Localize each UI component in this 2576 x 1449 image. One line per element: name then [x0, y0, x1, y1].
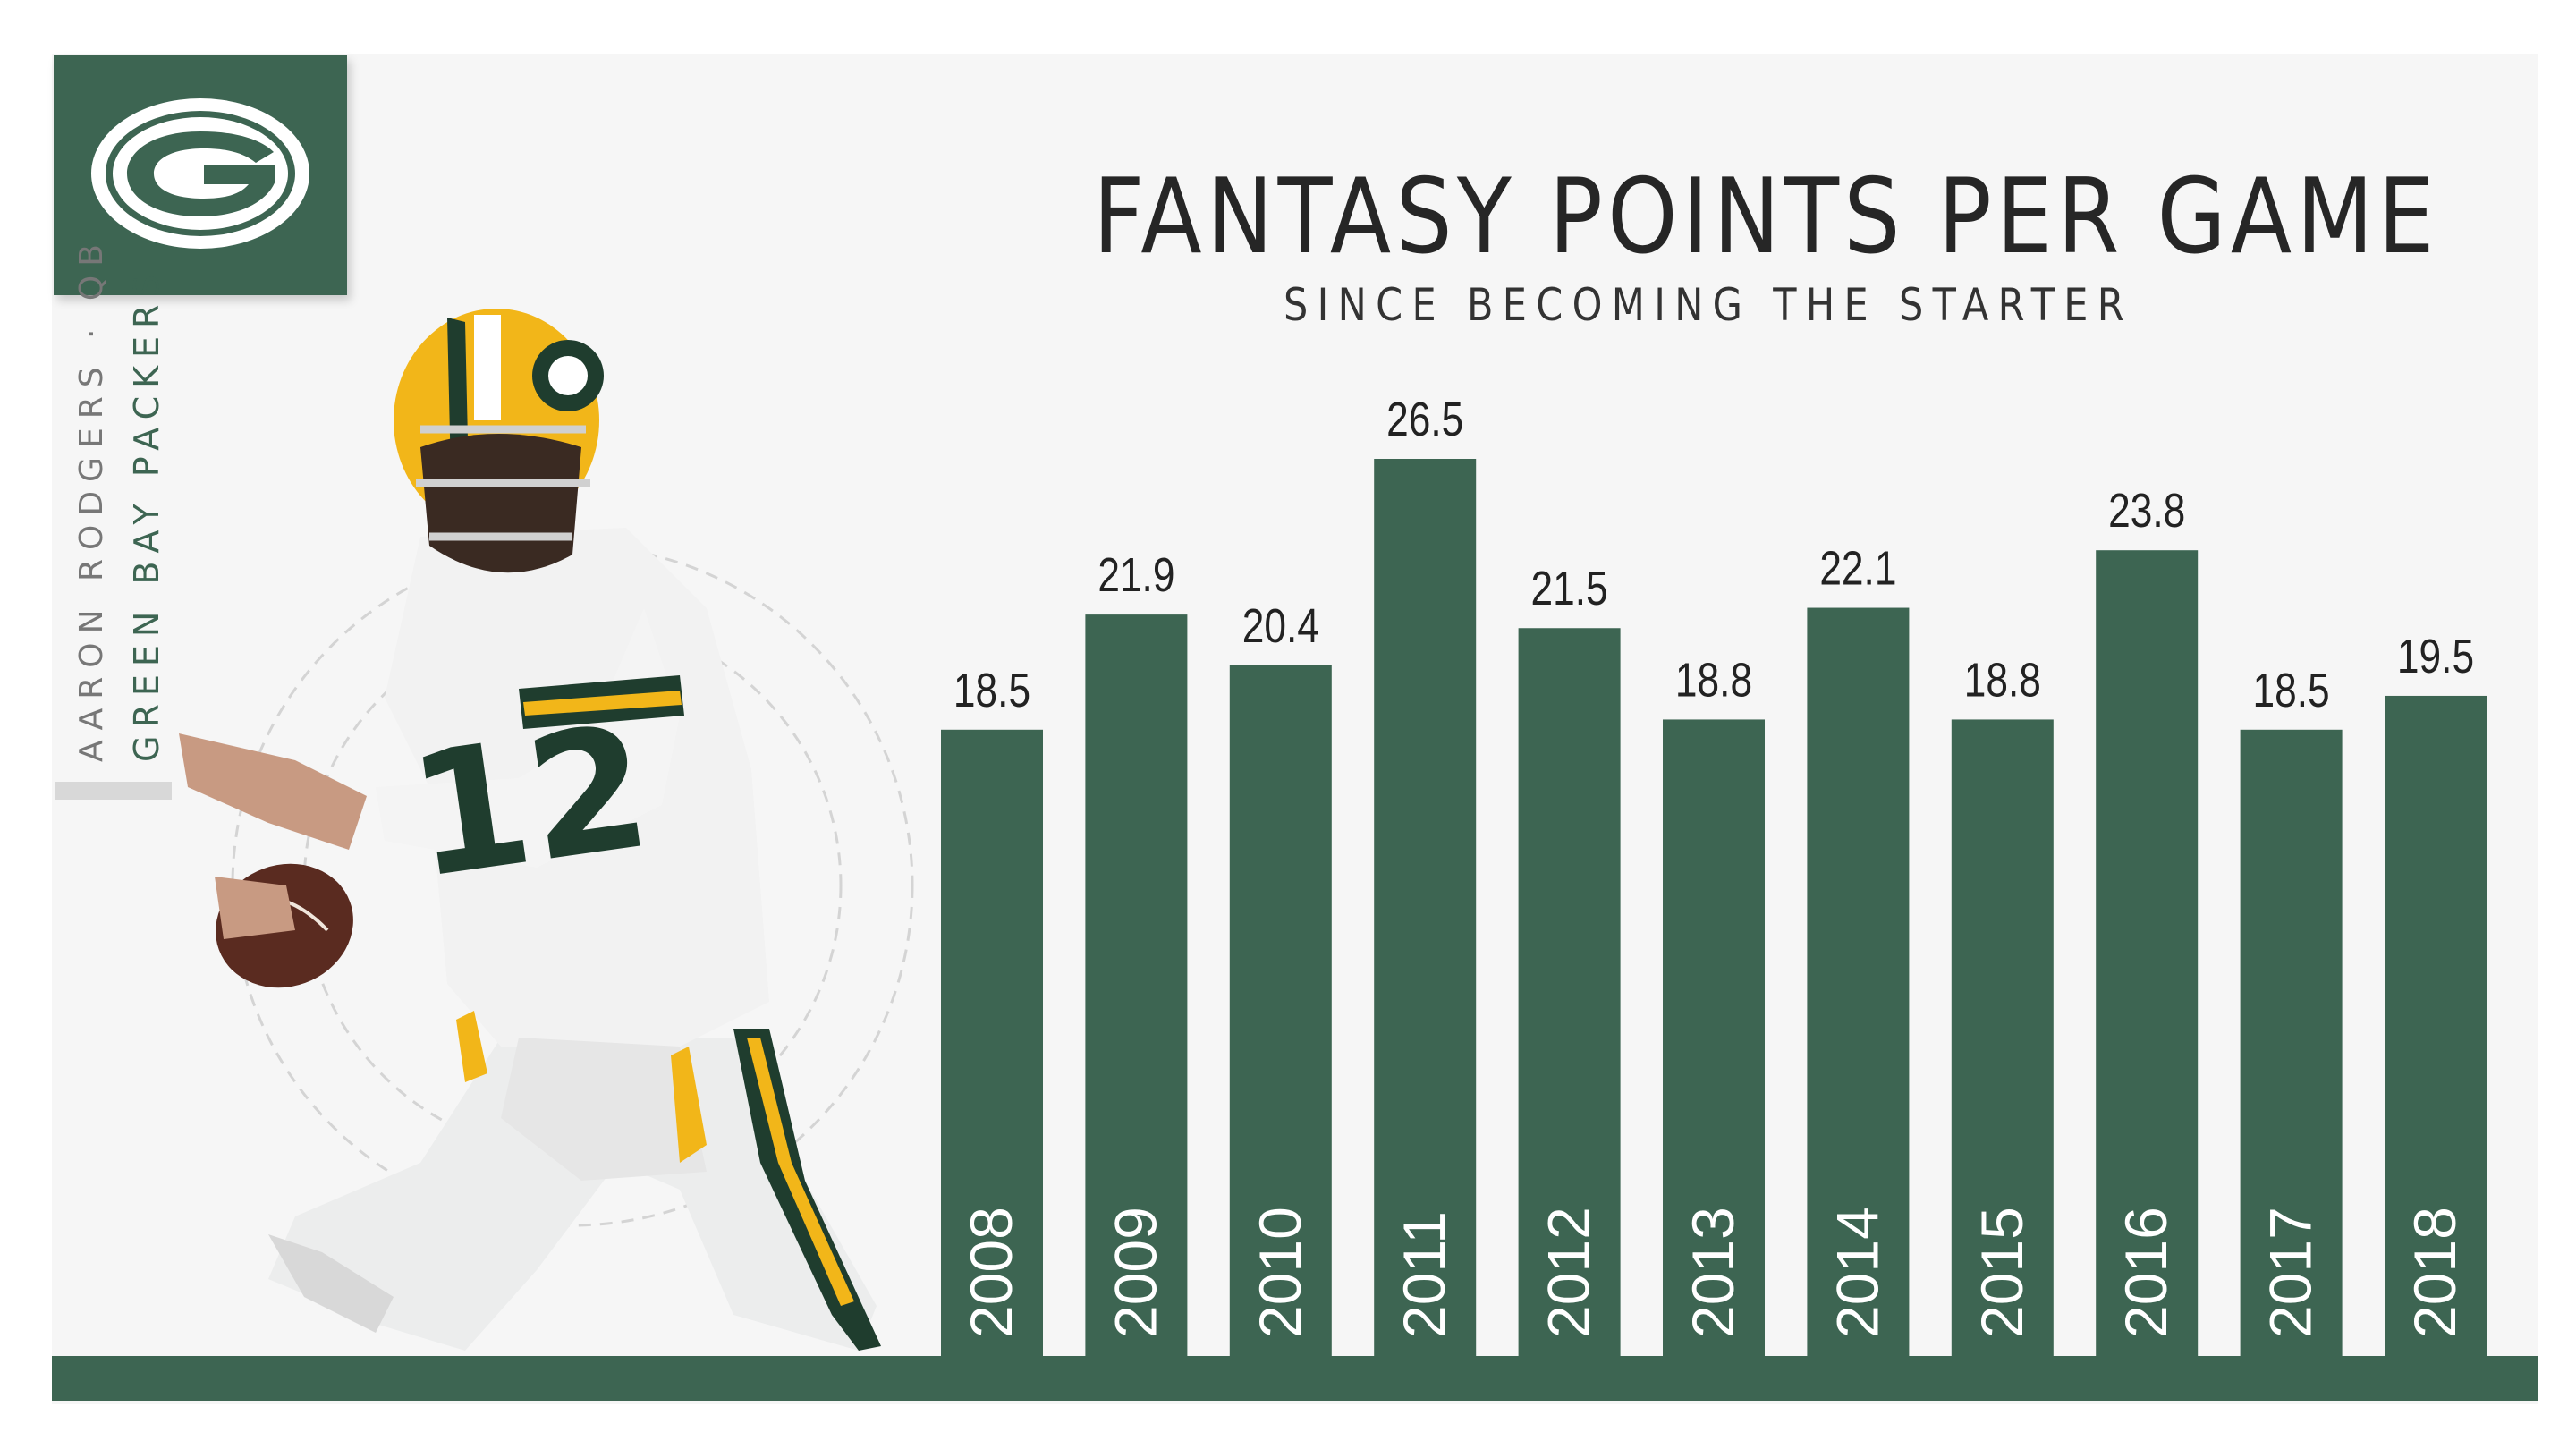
category-label-2014: 2014 — [1824, 1207, 1890, 1338]
value-label-2016: 23.8 — [2108, 484, 2185, 538]
category-label-2008: 2008 — [958, 1207, 1024, 1338]
category-label-2012: 2012 — [1536, 1207, 1602, 1338]
value-label-2009: 21.9 — [1097, 548, 1174, 602]
value-label-2014: 22.1 — [1819, 541, 1896, 595]
category-label-2011: 2011 — [1391, 1211, 1457, 1338]
packers-g-logo-icon — [91, 98, 309, 249]
team-name: GREEN BAY PACKERS — [127, 267, 166, 762]
bar-2010 — [1229, 665, 1332, 1356]
bar-2018 — [2385, 695, 2487, 1356]
bar-2011 — [1374, 459, 1477, 1356]
value-label-2018: 19.5 — [2397, 630, 2474, 683]
value-label-2011: 26.5 — [1386, 393, 1463, 446]
player-name-position: AARON RODGERS · QB — [73, 235, 110, 762]
bar-2016 — [2096, 550, 2199, 1356]
chart-subtitle: SINCE BECOMING THE STARTER — [1284, 279, 2133, 331]
bar-2013 — [1663, 719, 1765, 1356]
category-label-2015: 2015 — [1969, 1207, 2035, 1338]
value-label-2015: 18.8 — [1964, 653, 2041, 707]
side-divider — [55, 782, 172, 800]
bar-2008 — [941, 729, 1043, 1356]
category-label-2009: 2009 — [1102, 1207, 1168, 1338]
jersey-number: 12 — [399, 688, 661, 917]
bar-2009 — [1085, 614, 1188, 1356]
category-label-2018: 2018 — [2402, 1207, 2468, 1338]
value-label-2010: 20.4 — [1242, 599, 1319, 653]
value-label-2017: 18.5 — [2253, 664, 2330, 717]
bar-2017 — [2240, 729, 2343, 1356]
bar-2012 — [1518, 628, 1621, 1356]
bar-2014 — [1807, 607, 1910, 1356]
category-label-2013: 2013 — [1680, 1207, 1746, 1338]
bar-2015 — [1951, 719, 2054, 1356]
player-figure: 12 — [179, 309, 881, 1351]
value-label-2012: 21.5 — [1531, 562, 1608, 615]
chart-title: FANTASY POINTS PER GAME — [1093, 157, 2439, 277]
team-logo — [54, 55, 347, 295]
category-label-2016: 2016 — [2113, 1207, 2179, 1338]
category-label-2010: 2010 — [1247, 1207, 1313, 1338]
chart-baseline — [52, 1356, 2538, 1401]
value-label-2008: 18.5 — [953, 664, 1030, 717]
value-label-2013: 18.8 — [1675, 653, 1752, 707]
category-label-2017: 2017 — [2258, 1207, 2324, 1338]
